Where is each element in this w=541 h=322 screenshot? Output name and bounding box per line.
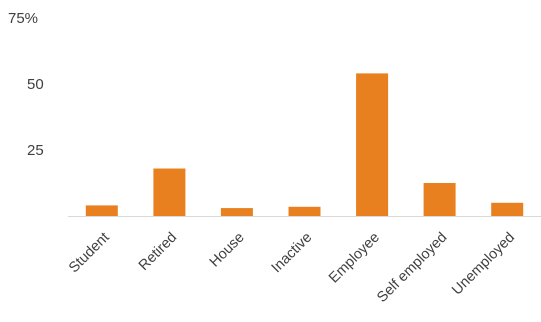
bar — [220, 208, 253, 216]
y-tick-label: 75% — [8, 10, 38, 27]
x-category-label: Employee — [326, 230, 383, 287]
y-axis-tick-labels: 75% 50 25 — [8, 10, 44, 159]
bar — [491, 202, 524, 216]
x-axis-category-labels: Student Retired House Inactive EmployeeSelf … — [66, 230, 518, 306]
y-tick-label: 50 — [27, 76, 44, 93]
x-category-label: House — [207, 230, 248, 271]
bar — [153, 168, 186, 216]
x-category-label: Unemployed — [449, 230, 518, 299]
bars — [85, 73, 524, 217]
x-category-label: Retired — [136, 230, 180, 274]
bar — [85, 205, 118, 216]
x-category-label: Self employed — [374, 230, 450, 306]
bar — [423, 183, 456, 216]
bar — [288, 206, 321, 216]
bar — [356, 73, 389, 217]
y-tick-label: 25 — [27, 142, 44, 159]
x-category-label: Student — [66, 230, 113, 277]
x-category-label: Inactive — [269, 230, 316, 277]
